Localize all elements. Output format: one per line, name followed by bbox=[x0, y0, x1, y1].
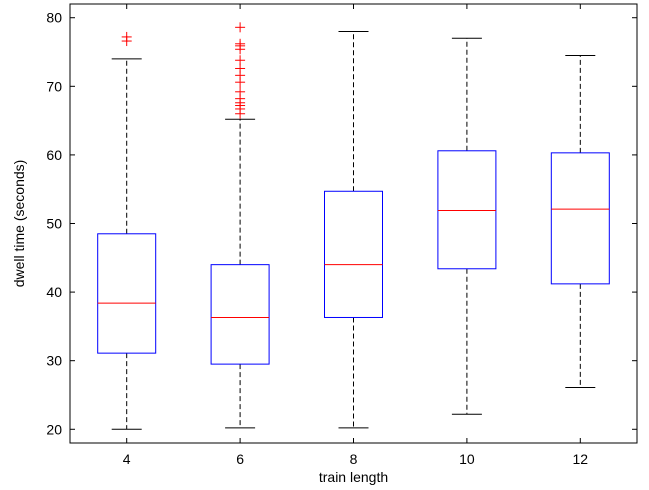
y-tick-label: 30 bbox=[46, 353, 62, 369]
box-group bbox=[210, 22, 270, 429]
box bbox=[97, 233, 157, 354]
outlier-marker bbox=[121, 31, 132, 42]
x-tick-label: 4 bbox=[123, 451, 131, 467]
box bbox=[550, 152, 610, 285]
outlier-marker bbox=[235, 22, 246, 33]
box bbox=[210, 264, 270, 365]
box-group bbox=[437, 37, 497, 415]
x-tick-label: 10 bbox=[459, 451, 475, 467]
box bbox=[324, 190, 383, 318]
outlier-marker bbox=[235, 86, 246, 97]
box-group bbox=[550, 54, 610, 388]
x-tick-label: 8 bbox=[350, 451, 358, 467]
x-tick-label: 6 bbox=[236, 451, 244, 467]
outlier-marker bbox=[235, 38, 246, 49]
x-tick-label: 12 bbox=[573, 451, 589, 467]
x-axis-label: train length bbox=[319, 469, 388, 485]
box-group bbox=[97, 31, 157, 430]
y-tick-label: 50 bbox=[46, 216, 62, 232]
y-tick-label: 70 bbox=[46, 78, 62, 94]
y-tick-label: 60 bbox=[46, 147, 62, 163]
box-group bbox=[324, 30, 383, 429]
axis-ticks: 20 30 40 50 60 70 80 4 6 8 10 12 bbox=[46, 4, 637, 467]
y-axis-label: dwell time (seconds) bbox=[11, 160, 27, 288]
y-tick-label: 80 bbox=[46, 10, 62, 26]
boxes bbox=[97, 22, 610, 430]
y-tick-label: 20 bbox=[46, 421, 62, 437]
box bbox=[437, 150, 497, 270]
y-tick-label: 40 bbox=[46, 284, 62, 300]
outlier-marker bbox=[235, 55, 246, 66]
